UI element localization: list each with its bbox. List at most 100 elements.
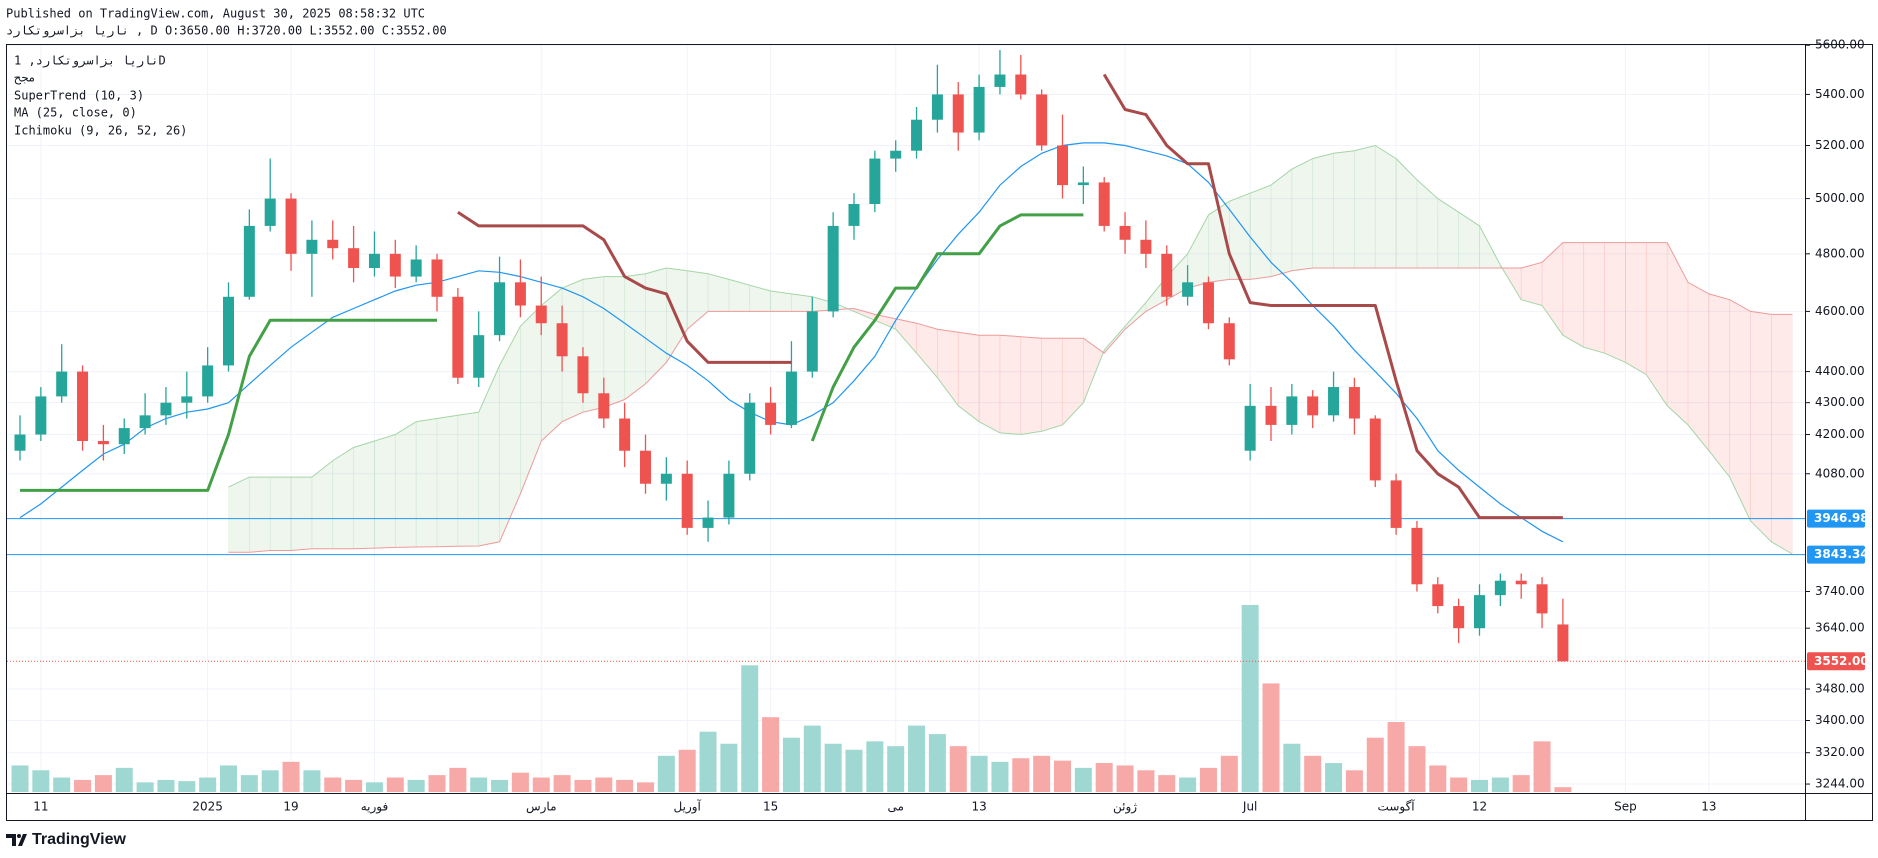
cloud-segment [457, 411, 480, 547]
cloud-segment [1395, 157, 1418, 269]
cloud-segment [1437, 198, 1459, 269]
cloud-segment [895, 318, 917, 355]
cloud-segment [1312, 152, 1334, 269]
candle-body [264, 198, 276, 226]
candle-body [702, 517, 714, 528]
candle-body [181, 396, 193, 403]
cloud-segment [1333, 150, 1355, 269]
x-tick-label: آگوست [1378, 799, 1416, 815]
y-tick-label: 5400.00 [1815, 87, 1865, 101]
candle-body [1036, 94, 1048, 146]
price-tag [1807, 545, 1865, 564]
cloud-segment [520, 304, 542, 494]
y-tick-label: 4080.00 [1815, 466, 1865, 480]
volume-bar [407, 779, 425, 792]
cloud-segment [269, 476, 292, 551]
volume-bar [11, 765, 29, 792]
candle-body [389, 253, 401, 277]
candle-body [1161, 253, 1173, 297]
logo-dot [17, 834, 21, 838]
cloud-segment [1750, 311, 1772, 543]
grid [7, 44, 1805, 792]
y-tick-label: 3320.00 [1815, 745, 1865, 759]
volume-bar [574, 779, 592, 792]
cloud-segment [290, 476, 313, 551]
cloud-segment [249, 476, 271, 553]
candle-body [973, 86, 985, 133]
cloud-segment [228, 476, 250, 553]
candle-body [77, 371, 89, 441]
cloud-segment [1687, 281, 1710, 452]
volume-bar [32, 770, 50, 792]
candle-body [160, 402, 172, 416]
x-tick-label: ژوئن [1113, 800, 1137, 815]
price-tag-label: 3552.00 [1814, 654, 1869, 668]
cloud-segment [436, 414, 459, 547]
candle-body [1390, 480, 1402, 528]
cloud-segment [916, 322, 938, 379]
candle-body [577, 356, 589, 394]
candle-body [494, 282, 506, 336]
y-tick-label: 4400.00 [1815, 364, 1865, 378]
chart-border [6, 44, 1873, 821]
cloud-segment [1771, 314, 1793, 555]
candle-body [1557, 624, 1569, 662]
candle-body [640, 450, 651, 484]
candle-body [452, 296, 464, 378]
price-tag [1807, 652, 1865, 671]
x-tick-label: 13 [1701, 800, 1716, 814]
cloud-segment [1229, 192, 1251, 280]
candle-body [765, 402, 777, 425]
y-tick-label: 3740.00 [1815, 584, 1865, 598]
volume-bar [199, 777, 217, 792]
candle-body [848, 203, 860, 226]
cloud-segment [1062, 337, 1084, 426]
candle-body [1140, 239, 1152, 254]
volume-bar [720, 743, 738, 792]
cloud-segment [1520, 261, 1543, 306]
volume-bar [386, 777, 404, 792]
cloud-segment [1458, 211, 1480, 269]
cloud-segment [415, 418, 438, 548]
candle-body [535, 305, 547, 324]
x-tick-label: 2025 [192, 800, 223, 814]
volume-bar [553, 775, 571, 792]
legend: ناریا بزاسروتکارد, 1D مجح SuperTrend (10… [14, 54, 187, 138]
volume-bar [491, 779, 509, 792]
legend-supertrend: SuperTrend (10, 3) [14, 89, 144, 103]
volume-bar [824, 743, 842, 792]
y-tick-label: 3244.00 [1815, 777, 1865, 791]
volume-bar [220, 765, 237, 792]
volume-bar [1033, 755, 1051, 792]
candle-body [202, 365, 214, 397]
candle-body [994, 74, 1006, 87]
candle-body [1307, 396, 1319, 416]
volume-bar [928, 734, 946, 792]
candle-body [723, 473, 735, 518]
legend-symbol: ناریا بزاسروتکارد, 1D [14, 54, 166, 69]
candle-body [35, 396, 47, 435]
candle-body [806, 311, 818, 372]
x-tick-label: Sep [1614, 800, 1637, 814]
brand-name: TradingView [32, 831, 127, 848]
candle-body [1515, 580, 1527, 585]
volume-bar [970, 755, 988, 792]
candle-body [1119, 225, 1131, 240]
y-tick-label: 4600.00 [1815, 304, 1865, 318]
cloud-segment [1354, 145, 1376, 269]
published-line: Published on TradingView.com, August 30,… [6, 7, 425, 21]
candle-body [1182, 282, 1194, 297]
volume-bar [303, 770, 321, 792]
volume-bar [1345, 770, 1363, 792]
candle-body [556, 323, 568, 357]
cloud-segment [645, 267, 667, 385]
legend-ma: MA (25, close, 0) [14, 106, 137, 120]
volume-bar [1512, 775, 1530, 792]
volume-bar [845, 749, 863, 792]
candle-body [619, 418, 631, 451]
cloud-segment [1729, 299, 1751, 522]
candle-body [306, 239, 318, 254]
candle-body [1369, 418, 1381, 481]
cloud-segment [1666, 242, 1689, 426]
cloud-segment [1625, 242, 1647, 376]
